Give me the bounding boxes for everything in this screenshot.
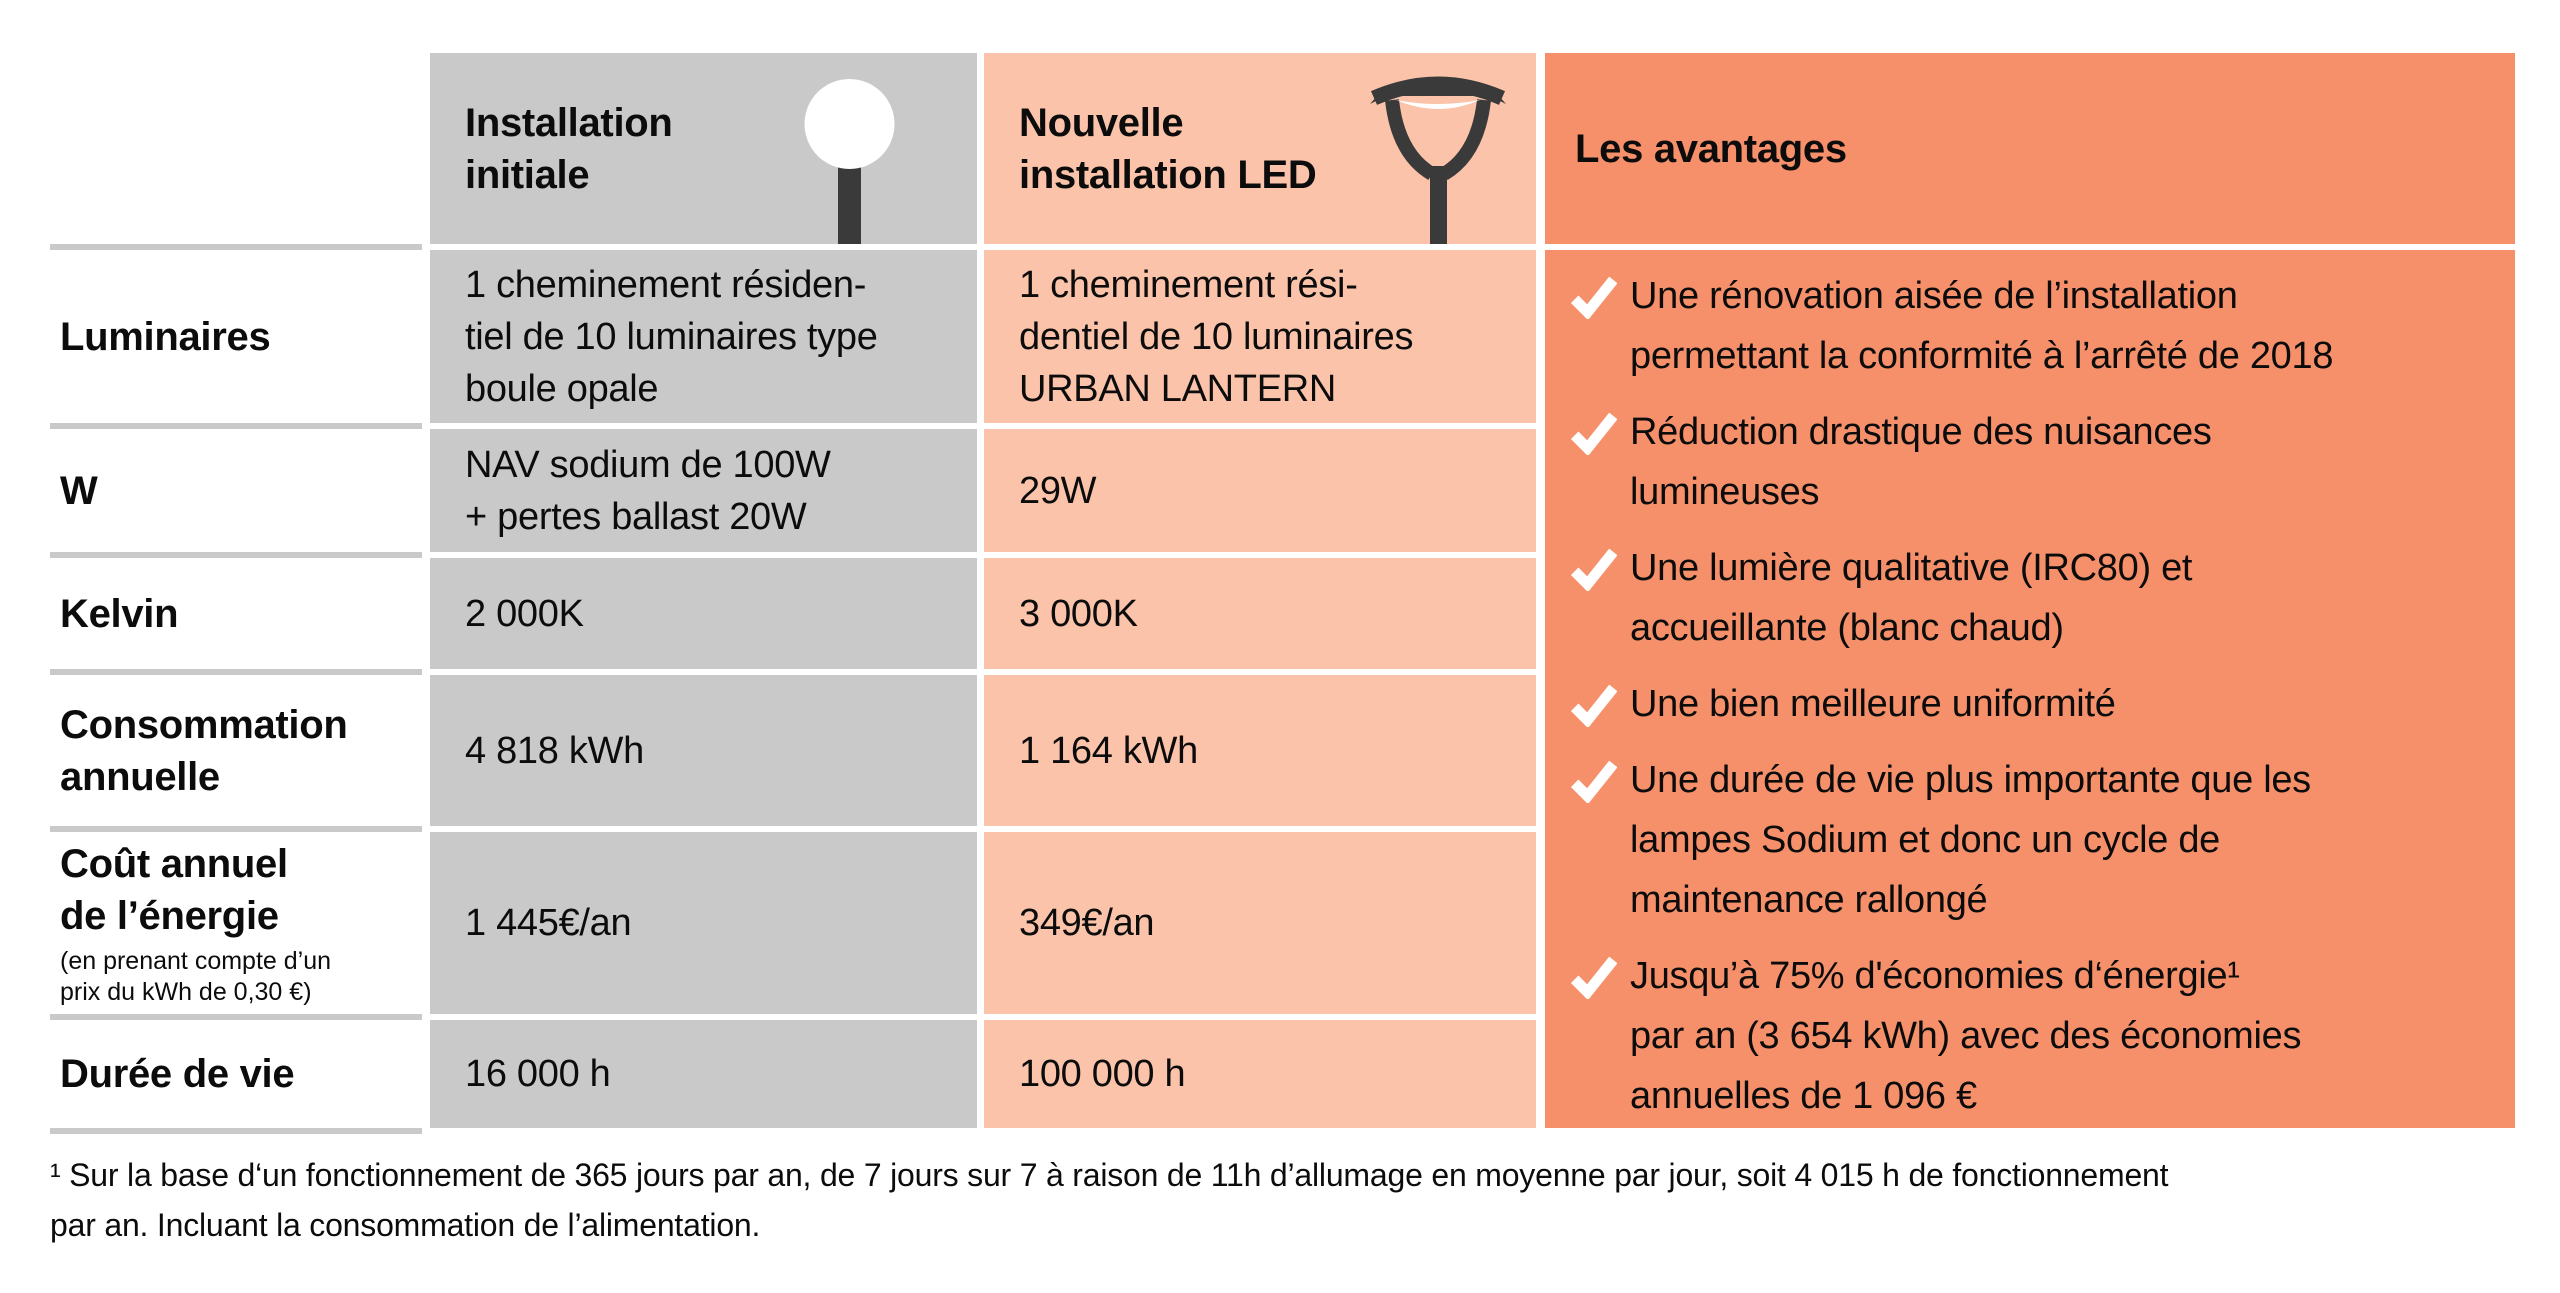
row-label-consommation-annuelle: Consommation annuelle [60, 675, 418, 826]
advantage-text: Une durée de vie plus importante que les… [1630, 759, 2311, 921]
row-label-text: Luminaires [60, 314, 271, 359]
row-label-note: (en prenant compte d’un prix du kWh de 0… [60, 947, 332, 1006]
advantage-text: Une rénovation aisée de l’installation p… [1630, 275, 2334, 377]
row-label-w: W [60, 429, 418, 552]
cell-initial-duree: 16 000 h [430, 1020, 977, 1128]
row-label-text: Consommation annuelle [60, 702, 348, 799]
cell-initial-cout: 1 445€/an [430, 832, 977, 1014]
row-label-text: W [60, 468, 98, 513]
row-divider [50, 826, 422, 832]
cell-led-duree: 100 000 h [984, 1020, 1536, 1128]
advantage-text: Une lumière qualitative (IRC80) et accue… [1630, 547, 2193, 649]
advantage-text: Jusqu’à 75% d'économies d‘énergie¹ par a… [1630, 955, 2302, 1117]
check-icon [1571, 956, 1617, 999]
cell-initial-watts: NAV sodium de 100W + pertes ballast 20W [430, 429, 977, 552]
check-icon [1571, 760, 1617, 803]
row-label-text: Kelvin [60, 591, 179, 636]
row-divider [50, 1128, 422, 1134]
cell-led-cout: 349€/an [984, 832, 1536, 1014]
row-divider [50, 1014, 422, 1020]
cell-initial-luminaires: 1 cheminement résiden- tiel de 10 lumina… [430, 250, 977, 423]
row-label-text: Coût annuel de l’énergie [60, 842, 288, 938]
row-label-text: Durée de vie [60, 1052, 295, 1096]
row-divider [50, 244, 422, 250]
advantage-item: Une lumière qualitative (IRC80) et accue… [1571, 538, 2495, 658]
row-divider [50, 669, 422, 675]
check-icon [1571, 412, 1617, 455]
check-icon [1571, 548, 1617, 591]
advantages-panel: Une rénovation aisée de l’installation p… [1545, 250, 2515, 1128]
advantage-item: Réduction drastique des nuisances lumine… [1571, 402, 2495, 522]
row-label-duree-de-vie: Durée de vie [60, 1020, 418, 1128]
header-nouvelle-installation-led: Nouvelle installation LED [984, 53, 1536, 244]
header-les-avantages: Les avantages [1545, 53, 2515, 244]
header-installation-initiale: Installation initiale [430, 53, 977, 244]
advantage-text: Une bien meilleure uniformité [1630, 683, 2116, 725]
cell-led-consommation: 1 164 kWh [984, 675, 1536, 826]
footnote: ¹ Sur la base d‘un fonctionnement de 365… [50, 1157, 2169, 1243]
check-icon [1571, 276, 1617, 319]
advantage-item: Une rénovation aisée de l’installation p… [1571, 266, 2495, 386]
cell-initial-kelvin: 2 000K [430, 558, 977, 669]
row-label-cout-annuel: Coût annuel de l’énergie (en prenant com… [60, 832, 418, 1014]
cell-led-kelvin: 3 000K [984, 558, 1536, 669]
advantage-item: Une durée de vie plus importante que les… [1571, 750, 2495, 930]
row-divider [50, 552, 422, 558]
check-icon [1571, 684, 1617, 727]
cell-led-luminaires: 1 cheminement rési- dentiel de 10 lumina… [984, 250, 1536, 423]
cell-initial-consommation: 4 818 kWh [430, 675, 977, 826]
row-label-luminaires: Luminaires [60, 250, 418, 423]
advantage-item: Une bien meilleure uniformité [1571, 674, 2495, 734]
row-label-kelvin: Kelvin [60, 558, 418, 669]
advantage-text: Réduction drastique des nuisances lumine… [1630, 411, 2212, 513]
advantage-item: Jusqu’à 75% d'économies d‘énergie¹ par a… [1571, 946, 2495, 1126]
cell-led-watts: 29W [984, 429, 1536, 552]
row-divider [50, 423, 422, 429]
